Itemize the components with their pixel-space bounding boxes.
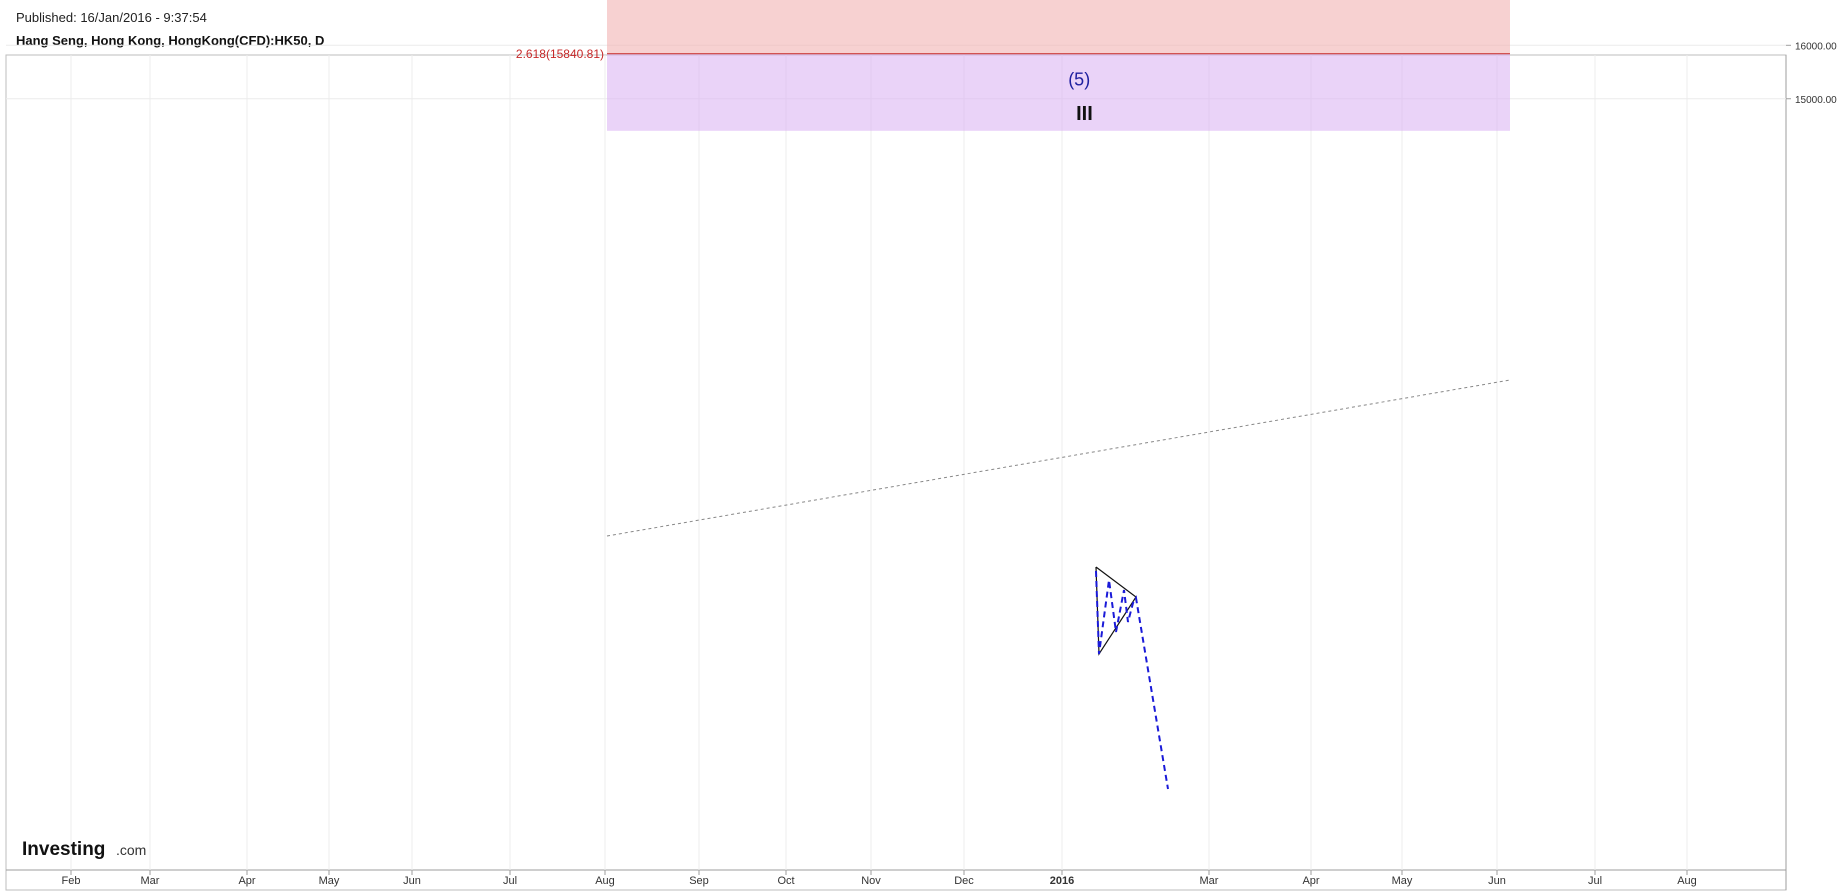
instrument-title: Hang Seng, Hong Kong, HongKong(CFD):HK50… xyxy=(16,33,325,48)
time-tick-label: Mar xyxy=(1200,875,1219,887)
brand-suffix: .com xyxy=(116,842,146,858)
trend-lines xyxy=(606,379,1511,537)
time-tick-label: Oct xyxy=(777,875,794,887)
time-tick-label: Jul xyxy=(503,875,517,887)
fibonacci-labels: 0(23387.20)0.236(22706.93)0.382(22286.08… xyxy=(516,47,604,61)
grid xyxy=(6,44,1786,870)
time-tick-label: Sep xyxy=(689,875,709,887)
wave-projection xyxy=(1095,566,1169,790)
fib-level-label: 2.618(15840.81) xyxy=(516,47,604,61)
wave-labels: (2)(1)(4)(3)II(C)(A)(B)(5)I(2)(1)(4)(3)(… xyxy=(1068,69,1093,125)
time-tick-label: Jun xyxy=(403,875,421,887)
time-tick-label: Apr xyxy=(1302,875,1319,887)
price-axis: 15000.0016000.0017000.0018000.0019000.00… xyxy=(1786,41,1837,106)
time-tick-label: May xyxy=(319,875,340,887)
investing-logo: Investing .com xyxy=(22,839,146,860)
time-tick-label: Apr xyxy=(238,875,255,887)
triangle-pattern xyxy=(1095,566,1137,656)
time-tick-label: 2016 xyxy=(1050,875,1074,887)
time-tick-label: Mar xyxy=(141,875,160,887)
time-axis: Feb Mar Apr May Jun Jul Aug Sep Oct Nov Dec 2016 Mar… xyxy=(62,870,1697,887)
price-tick-label: 16000.00 xyxy=(1795,41,1837,52)
time-tick-label: Nov xyxy=(861,875,881,887)
brand-name: Investing xyxy=(22,839,105,860)
time-tick-label: Jul xyxy=(1588,875,1602,887)
time-tick-label: Feb xyxy=(62,875,81,887)
dotted-channel-line xyxy=(606,379,1511,537)
wave-label: III xyxy=(1076,103,1093,125)
published-timestamp: Published: 16/Jan/2016 - 9:37:54 xyxy=(16,10,207,25)
plot-frame xyxy=(5,54,1787,891)
time-tick-label: Dec xyxy=(954,875,974,887)
time-tick-label: May xyxy=(1392,875,1413,887)
fibonacci-zones xyxy=(607,0,1510,131)
projected-wave-path xyxy=(1095,570,1169,790)
fib-zone xyxy=(607,53,1510,131)
time-tick-label: Aug xyxy=(595,875,615,887)
price-tick-label: 15000.00 xyxy=(1795,95,1837,106)
time-tick-label: Jun xyxy=(1488,875,1506,887)
time-tick-label: Aug xyxy=(1677,875,1697,887)
wave-label: (5) xyxy=(1068,69,1090,89)
fib-zone xyxy=(607,0,1510,54)
